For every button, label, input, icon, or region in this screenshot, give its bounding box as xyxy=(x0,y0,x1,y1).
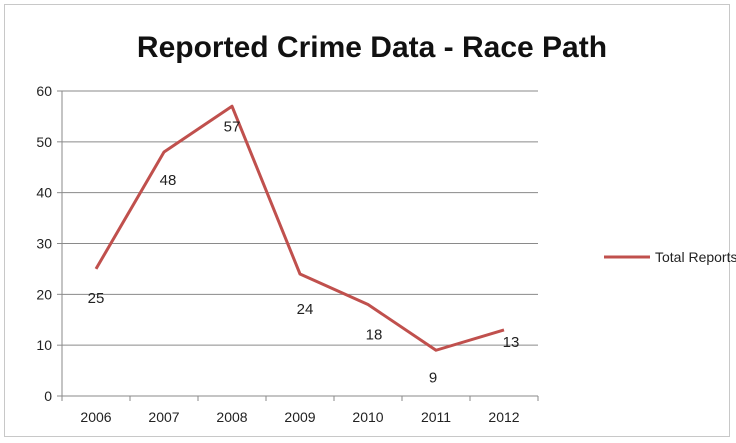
data-labels: 25 48 57 24 18 9 13 xyxy=(88,118,520,386)
y-tick-label: 10 xyxy=(36,337,52,353)
data-label: 25 xyxy=(88,290,105,307)
y-tick-label: 60 xyxy=(36,83,52,99)
data-label: 57 xyxy=(224,118,241,135)
x-tick-label: 2008 xyxy=(216,409,247,425)
x-tick-label: 2012 xyxy=(488,409,519,425)
y-tick-label: 40 xyxy=(36,185,52,201)
x-tick-label: 2011 xyxy=(421,409,451,425)
x-tick-label: 2006 xyxy=(80,409,111,425)
x-tick-label: 2010 xyxy=(352,409,383,425)
y-tick-label: 50 xyxy=(36,134,52,150)
data-label: 24 xyxy=(297,301,314,318)
x-tick-label: 2009 xyxy=(284,409,315,425)
data-label: 9 xyxy=(429,369,437,386)
legend: Total Reports xyxy=(604,249,736,265)
y-tick-label: 20 xyxy=(36,286,52,302)
data-label: 13 xyxy=(503,334,520,351)
series xyxy=(94,104,505,352)
chart-title: Reported Crime Data - Race Path xyxy=(137,31,607,64)
x-tick-label: 2007 xyxy=(148,409,179,425)
y-tick-label: 0 xyxy=(44,388,52,404)
axes: 0 10 20 30 40 50 60 2006 2007 2008 2009 2010 2011 201… xyxy=(36,83,539,425)
data-label: 18 xyxy=(366,327,383,344)
gridlines xyxy=(62,90,538,346)
legend-label: Total Reports xyxy=(655,249,736,265)
data-label: 48 xyxy=(160,172,177,189)
series-line-total-reports xyxy=(94,104,505,352)
y-tick-label: 30 xyxy=(36,236,52,252)
